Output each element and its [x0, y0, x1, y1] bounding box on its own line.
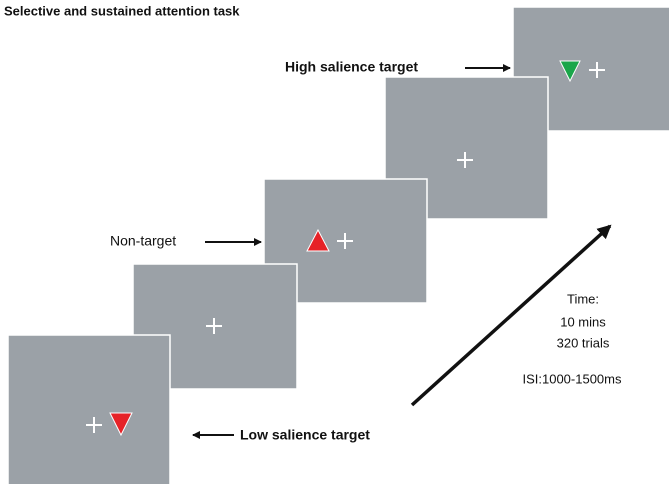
time-heading: Time:: [567, 291, 599, 306]
title: Selective and sustained attention task: [4, 3, 240, 18]
time-trials: 320 trials: [557, 335, 610, 350]
non-label: Non-target: [110, 233, 176, 249]
panel-1: [7, 334, 171, 484]
high-label: High salience target: [285, 59, 418, 75]
time-isi: ISI:1000-1500ms: [522, 371, 622, 386]
time-duration: 10 mins: [560, 314, 606, 329]
low-label: Low salience target: [240, 427, 370, 443]
time-arrow: [410, 224, 612, 407]
